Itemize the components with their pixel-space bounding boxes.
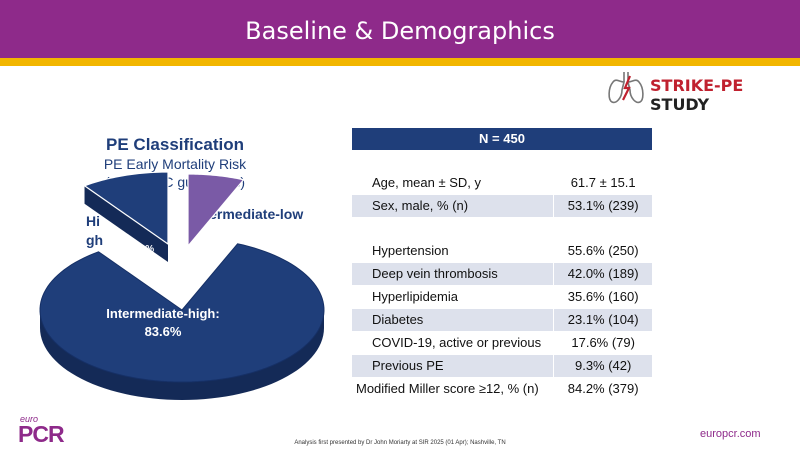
table-group-demographics: Age, mean ± SD, y 61.7 ± 15.1 Sex, male, %… <box>352 172 652 218</box>
row-value: 55.6% (250) <box>553 240 652 262</box>
strike-pe-logo: STRIKE-PE STUDY <box>604 68 794 114</box>
chart-title: PE Classification <box>106 135 244 154</box>
baseline-table: N = 450 Age, mean ± SD, y 61.7 ± 15.1 Sex,… <box>352 128 652 401</box>
pie-slice-high-side <box>84 185 168 262</box>
slide-title: Baseline & Demographics <box>245 17 555 45</box>
row-value: 35.6% (160) <box>553 286 652 308</box>
row-value: 42.0% (189) <box>553 263 652 285</box>
table-row: Hyperlipidemia 35.6% (160) <box>352 286 652 309</box>
table-row: Age, mean ± SD, y 61.7 ± 15.1 <box>352 172 652 195</box>
table-row: COVID-19, active or previous 17.6% (79) <box>352 332 652 355</box>
table-row: Hypertension 55.6% (250) <box>352 240 652 263</box>
row-value: 84.2% (379) <box>553 378 652 400</box>
row-value: 17.6% (79) <box>553 332 652 354</box>
pie-slice-high <box>83 171 169 246</box>
lungs-icon <box>608 72 644 104</box>
header-bar <box>0 0 800 58</box>
website-link[interactable]: europcr.com <box>700 428 761 440</box>
row-label: Previous PE <box>372 358 444 373</box>
row-value: 53.1% (239) <box>553 195 652 217</box>
row-label: COVID-19, active or previous <box>372 335 542 350</box>
data-label-intermediate-high-name: Intermediate-high: <box>106 306 219 321</box>
table-row: Diabetes 23.1% (104) <box>352 309 652 332</box>
row-label: Sex, male, % (n) <box>372 198 469 213</box>
row-value: 61.7 ± 15.1 <box>553 172 652 194</box>
row-label: Modified Miller score ≥12, % (n) <box>356 381 539 396</box>
pie-slice-side-intermediate-high <box>40 310 324 400</box>
legend-high: High <box>86 213 104 248</box>
pie-slice-intermediate-low <box>187 173 245 248</box>
row-value: 23.1% (104) <box>553 309 652 331</box>
table-row: Sex, male, % (n) 53.1% (239) <box>352 195 652 218</box>
table-group-history: Hypertension 55.6% (250) Deep vein thrombo… <box>352 240 652 401</box>
pie-slice-intermediate-high <box>39 243 325 383</box>
row-label: Deep vein thrombosis <box>372 266 498 281</box>
logo-strike-pe: STRIKE-PE <box>650 76 744 95</box>
europcr-logo-big: PCR <box>18 421 65 447</box>
row-label: Hypertension <box>372 243 449 258</box>
row-label: Hyperlipidemia <box>372 289 458 304</box>
chart-subtitle-line1: PE Early Mortality Risk <box>103 156 247 172</box>
header-accent-line <box>0 58 800 66</box>
row-label: Diabetes <box>372 312 424 327</box>
table-row: Modified Miller score ≥12, % (n) 84.2% (3… <box>352 378 652 401</box>
footer-note: Analysis first presented by Dr John Mori… <box>294 440 506 446</box>
data-label-high: 10.0% <box>126 244 154 255</box>
table-row: Deep vein thrombosis 42.0% (189) <box>352 263 652 286</box>
data-label-intermediate-low: 6.4% <box>169 244 192 255</box>
data-label-intermediate-high-value: 83.6% <box>145 324 182 339</box>
legend-intermediate-low: Intermediate-low <box>192 206 304 222</box>
europcr-logo-small: euro <box>20 414 39 424</box>
table-header: N = 450 <box>352 128 652 150</box>
table-spacer <box>352 218 652 240</box>
row-value: 9.3% (42) <box>553 355 652 377</box>
table-spacer <box>352 150 652 172</box>
logo-study: STUDY <box>650 95 710 114</box>
row-label: Age, mean ± SD, y <box>372 175 482 190</box>
table-row: Previous PE 9.3% (42) <box>352 355 652 378</box>
